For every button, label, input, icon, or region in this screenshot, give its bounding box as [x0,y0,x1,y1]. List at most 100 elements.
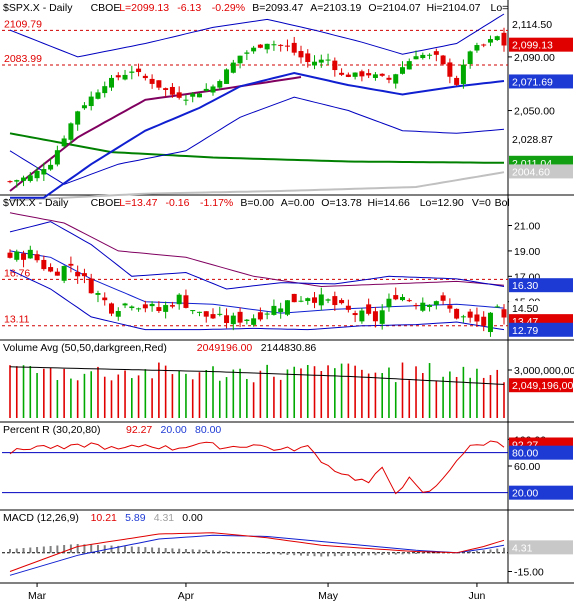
price-candle [386,77,392,80]
price-candle [372,74,378,78]
vix-candle [149,303,155,307]
vix-candle [271,305,277,315]
x-axis-label: Jun [468,590,485,602]
price-candle [379,73,385,76]
vix-candle [41,259,47,270]
price-value-label: 2004.60 [512,166,550,178]
price-candle [332,60,338,71]
panel-header-price: B=2093.47 [252,2,303,14]
price-candle [399,67,405,74]
panel-header-vix: V=0 [472,197,491,209]
percent-r-value-label-bg [509,445,573,460]
vix-candle [156,307,162,312]
vix-candle [278,308,284,313]
vix-candle [467,311,473,318]
vix-candle [142,304,148,309]
panel-header-macd: MACD (12,26,9) [3,512,79,524]
vix-candle [109,303,115,314]
vix-candle [224,315,230,324]
panel-header-vix: $VIX.X - Daily [3,197,69,209]
price-candle [433,51,439,55]
price-candle [163,88,169,90]
vix-candle [427,304,433,307]
vix-candle [312,297,318,303]
panel-header-vix: A=0.00 [281,197,315,209]
price-candle [339,72,345,75]
bollinger-upper [9,13,505,58]
panel-header-vix: B=0.00 [240,197,274,209]
panel-header-volume: Volume Avg (50,50,darkgreen,Red) [3,342,167,354]
price-candle [75,111,81,125]
vix-candle [129,306,135,309]
vix-candle [487,312,493,333]
price-candle [481,44,487,46]
vix-candle [21,253,27,260]
volume-average-line [9,366,505,385]
ma-line-blue [10,71,505,199]
vix-candle [372,311,378,322]
price-candle [271,44,277,46]
vix-candle [298,300,304,302]
vix-candle [339,300,345,304]
percent-r-line [9,440,505,495]
price-candle [460,64,466,84]
price-candle [366,73,372,76]
vix-candle [244,319,250,321]
vix-candle [494,306,500,308]
y-tick-label: 21.00 [514,221,540,233]
price-candle [312,61,318,66]
price-candle [176,92,182,98]
vix-candle [305,298,311,302]
price-candle [54,150,60,165]
vix-candle [460,316,466,318]
vix-candle [75,271,81,277]
price-candle [440,55,446,65]
vix-candle [379,310,385,324]
vix-candle [61,266,67,281]
price-candle [447,62,453,77]
price-candle [156,80,162,88]
price-candle [14,180,20,182]
price-candle [183,99,189,101]
price-value-label: 2,071.69 [512,76,553,88]
price-candle [474,45,480,51]
price-candle [325,59,331,61]
vix-candle [81,273,87,277]
price-value-label: 2,114.50 [512,19,552,31]
vix-candle [190,310,196,312]
vix-candle [68,263,74,266]
panel-header-price: Hi=2104.07 [427,2,481,14]
vix-candle [136,308,142,310]
ma-line-gray [9,171,505,202]
panel-header-macd: 0.00 [182,512,203,524]
price-candle [264,43,270,50]
percent-r-value-label: 80.00 [512,448,538,460]
price-candle [41,169,47,175]
x-axis-label: Mar [28,590,47,602]
price-value-label-bg [509,17,573,32]
macd-value-label: 4.31 [512,542,533,554]
vix-candle [95,293,101,295]
panel-header-vix: Hi=14.66 [368,197,410,209]
price-candle [81,105,87,109]
panel-header-vix: CBOE [91,197,121,209]
macd-line [9,532,505,572]
reference-line-label: 2083.99 [4,53,42,65]
panel-header-percent_r: 92.27 [126,424,152,436]
price-candle [284,45,290,47]
vix-candle [196,311,202,313]
x-axis-label: May [318,590,339,602]
panel-header-vix: Bol [495,197,510,209]
panel-header-vix: Lo=12.90 [420,197,464,209]
vix-candle [359,310,365,322]
y-tick-label: 2,050.00 [514,106,555,118]
price-candle [142,75,148,79]
vix-candle [88,278,94,294]
panel-header-macd: 5.89 [125,512,146,524]
vix-value-label-bg [509,322,573,337]
vix-candle [501,309,507,318]
vix-candle [447,305,453,309]
price-candle [230,62,236,73]
